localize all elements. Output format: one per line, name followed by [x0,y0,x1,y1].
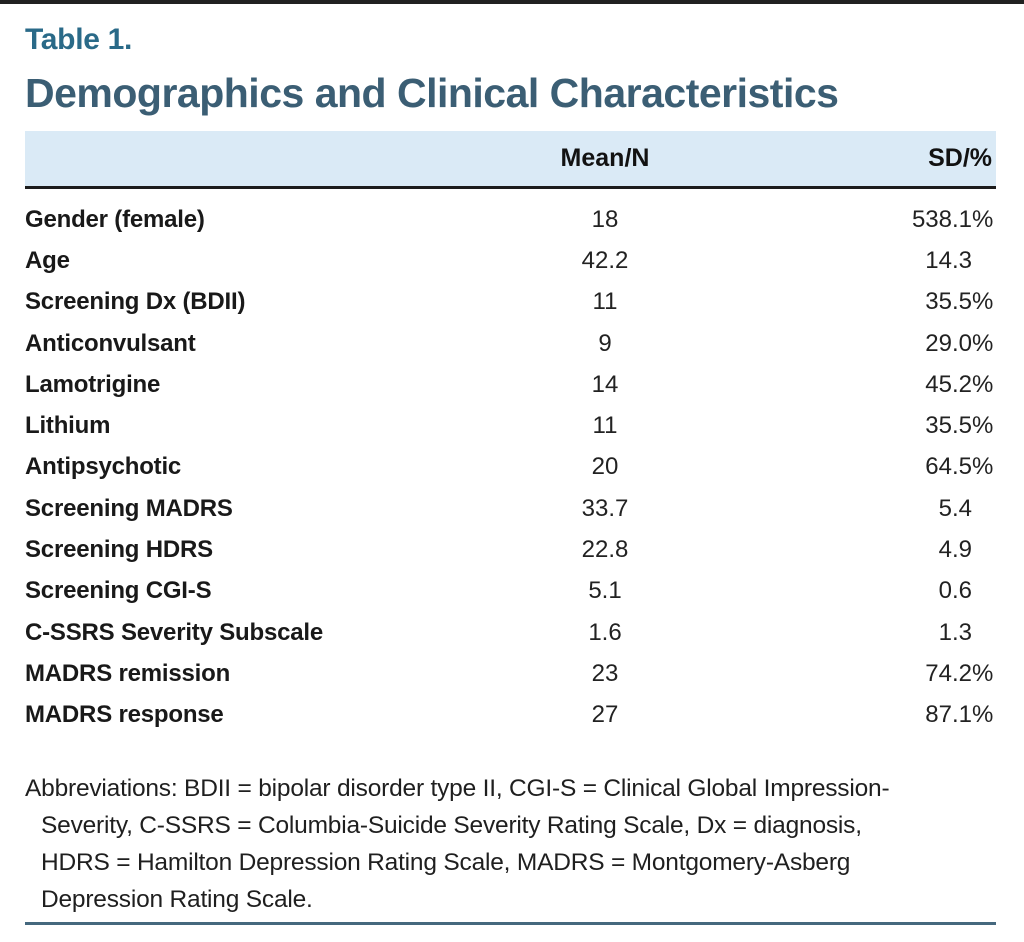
mean-value: 22.8 [581,536,629,564]
table-header-row: Mean/N SD/% [25,131,996,189]
table-row: Gender (female) 18 538.1% [25,199,996,240]
column-header-mean: Mean/N [560,144,650,172]
row-label: MADRS remission [25,659,231,687]
mean-value: 1.6 [588,618,622,646]
row-label: MADRS response [25,701,224,729]
table-row: Antipsychotic 20 64.5% [25,447,996,488]
table-row: Screening HDRS 22.8 4.9 [25,529,996,570]
mean-value: 11 [592,288,618,316]
sd-percent-sign [972,536,996,564]
sd-value: 35.5% [730,412,996,440]
sd-number: 0.6 [938,577,972,605]
row-label: Gender (female) [25,205,205,233]
top-border-rule [0,0,1024,4]
table-row: Screening CGI-S 5.1 0.6 [25,571,996,612]
table-row: C-SSRS Severity Subscale 1.6 1.3 [25,612,996,653]
sd-number: 4.9 [938,536,972,564]
table-row: Age 42.2 14.3 [25,240,996,281]
sd-number: 1.3 [938,618,972,646]
mean-value: 20 [591,453,619,481]
row-label: Antipsychotic [25,453,182,481]
sd-number: 5.4 [938,494,972,522]
sd-number: 45.2 [925,370,972,398]
table-row: Lamotrigine 14 45.2% [25,364,996,405]
sd-value: 35.5% [730,288,996,316]
table-row: Screening MADRS 33.7 5.4 [25,488,996,529]
sd-percent-sign: % [972,659,994,687]
sd-number: 538.1 [911,205,972,233]
sd-number: 14.3 [925,246,972,274]
mean-value: 33.7 [581,494,629,522]
sd-percent-sign: % [972,329,994,357]
sd-number: 35.5 [925,412,972,440]
table-row: Screening Dx (BDII) 11 35.5% [25,282,996,323]
sd-value: 5.4 [730,495,996,523]
mean-value: 14 [591,370,619,398]
table-row: MADRS response 27 87.1% [25,695,996,736]
table-row: MADRS remission 23 74.2% [25,653,996,694]
sd-percent-sign [972,495,996,523]
mean-value: 5.1 [588,577,622,605]
footnote-line: Depression Rating Scale. [41,885,313,913]
table-body: Gender (female) 18 538.1% Age 42.2 14.3 Screen… [25,189,996,736]
row-label: Screening Dx (BDII) [25,288,246,316]
sd-percent-sign: % [972,453,994,481]
sd-value: 45.2% [730,371,996,399]
sd-number: 87.1 [925,701,972,729]
mean-value: 27 [591,701,619,729]
mean-value: 42.2 [581,246,629,274]
column-header-sd: SD/% [928,144,992,172]
sd-value: 14.3 [730,247,996,275]
sd-value: 87.1% [730,701,996,729]
sd-value: 29.0% [730,330,996,358]
table-content: Table 1. Demographics and Clinical Chara… [0,4,1024,925]
row-label: Lamotrigine [25,370,161,398]
table-row: Anticonvulsant 9 29.0% [25,323,996,364]
sd-value: 74.2% [730,660,996,688]
mean-value: 23 [591,659,619,687]
sd-percent-sign: % [972,370,994,398]
mean-value: 11 [592,412,618,440]
row-label: Anticonvulsant [25,329,196,357]
sd-value: 64.5% [730,453,996,481]
table-title: Demographics and Clinical Characteristic… [25,70,839,116]
row-label: Screening CGI-S [25,577,212,605]
bottom-border-rule [25,921,996,925]
row-label: Lithium [25,412,111,440]
sd-value: 1.3 [730,619,996,647]
sd-number: 29.0 [925,329,972,357]
sd-percent-sign [972,619,996,647]
table-footnote: Abbreviations: BDII = bipolar disorder t… [25,770,996,918]
row-label: C-SSRS Severity Subscale [25,618,324,646]
mean-value: 18 [591,205,619,233]
row-label: Screening HDRS [25,536,213,564]
sd-percent-sign: % [972,205,994,233]
sd-number: 64.5 [925,453,972,481]
table-row: Lithium 11 35.5% [25,405,996,446]
sd-value: 538.1% [730,206,996,234]
sd-percent-sign [972,577,996,605]
row-label: Screening MADRS [25,494,233,522]
sd-percent-sign: % [972,288,994,316]
sd-value: 0.6 [730,577,996,605]
footnote-line: Abbreviations: BDII = bipolar disorder t… [25,774,890,802]
sd-percent-sign [972,247,996,275]
mean-value: 9 [598,329,612,357]
sd-value: 4.9 [730,536,996,564]
footnote-line: HDRS = Hamilton Depression Rating Scale,… [41,848,851,876]
footnote-line: Severity, C-SSRS = Columbia-Suicide Seve… [41,811,862,839]
table-number-label: Table 1. [25,23,133,56]
sd-number: 74.2 [925,659,972,687]
sd-number: 35.5 [925,288,972,316]
row-label: Age [25,246,70,274]
sd-percent-sign: % [972,412,994,440]
sd-percent-sign: % [972,701,994,729]
